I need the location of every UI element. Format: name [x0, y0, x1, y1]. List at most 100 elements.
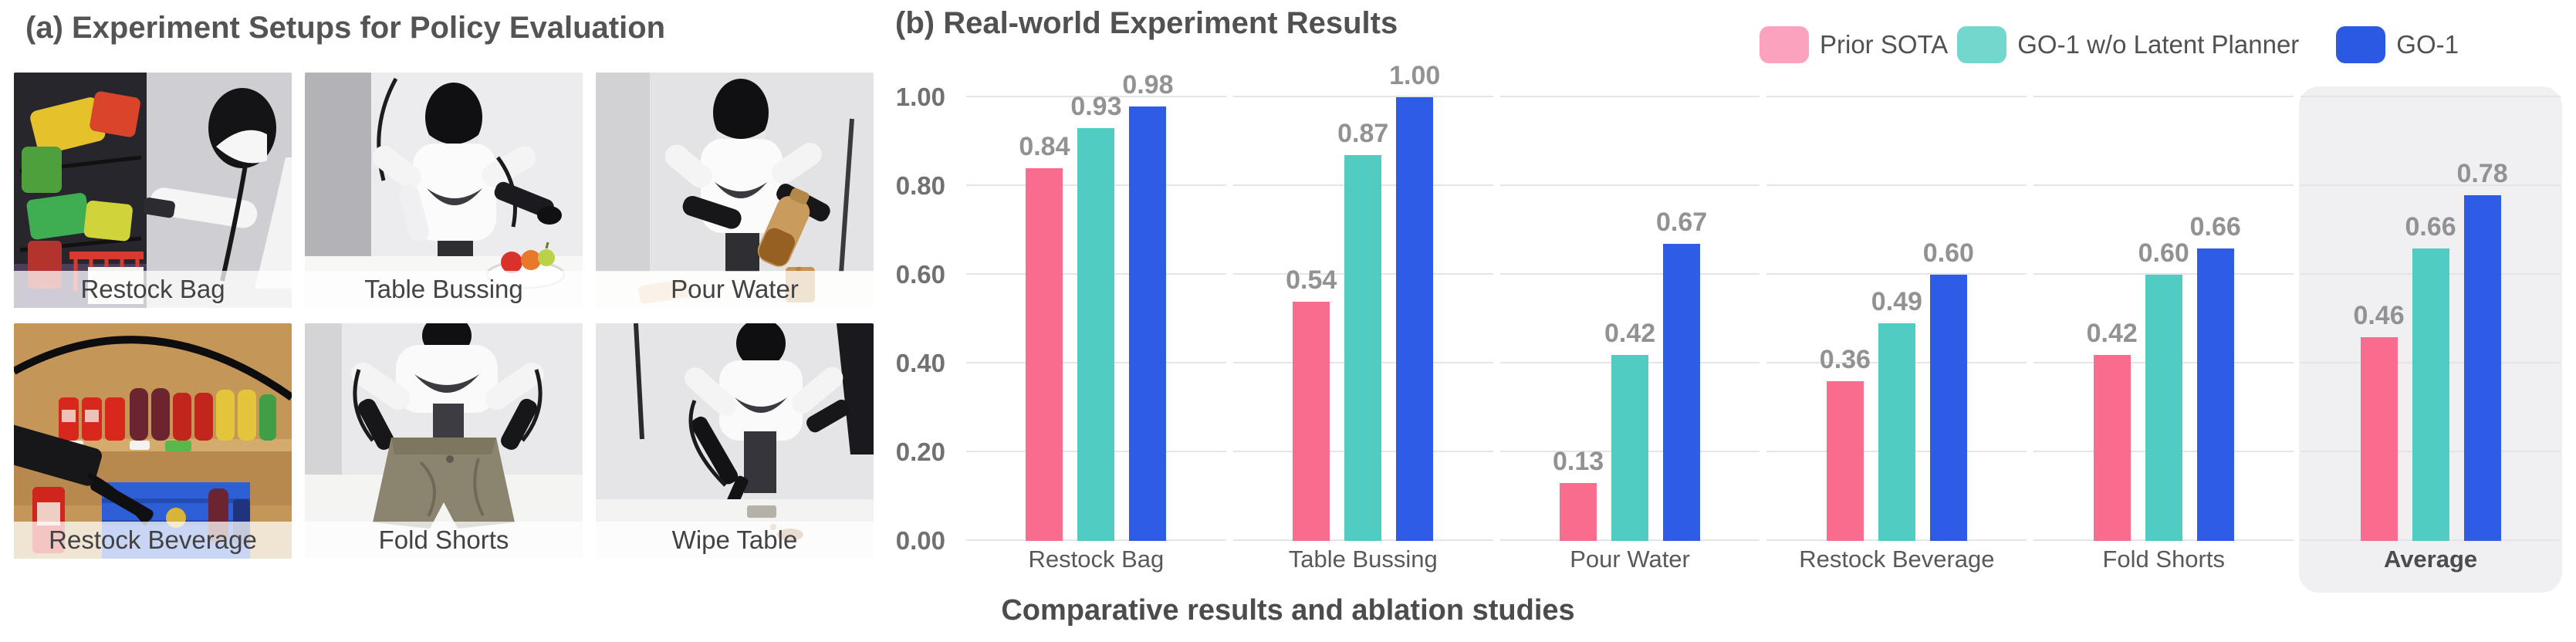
- bar-wrap-restock-beverage-prior-sota: 0.36: [1820, 345, 1871, 541]
- photo-label-table-bussing: Table Bussing: [305, 271, 583, 308]
- photo-label-fold-shorts: Fold Shorts: [305, 522, 583, 559]
- photo-table-bussing: Table Bussing: [305, 73, 583, 308]
- photo-restock-beverage: Restock Beverage: [14, 323, 292, 559]
- bar-average-go-1-w-o-latent-planner: [2412, 248, 2449, 541]
- bar-value-restock-bag-go-1-w-o-latent-planner: 0.93: [1070, 92, 1122, 122]
- legend-item-go-1-w-o-latent-planner: GO-1 w/o Latent Planner: [1957, 26, 2299, 63]
- category-label-fold-shorts: Fold Shorts: [2102, 546, 2225, 573]
- chart-panels: 0.84 0.93 0.98 Restock Bag 0.54 0.87 1.00 Table…: [966, 61, 2562, 593]
- bar-table-bussing-go-1: [1396, 97, 1434, 541]
- bar-wrap-pour-water-prior-sota: 0.13: [1553, 447, 1604, 541]
- bar-wrap-pour-water-go-1-w-o-latent-planner: 0.42: [1604, 319, 1655, 541]
- bar-group-pour-water: 0.13 0.42 0.67: [1553, 208, 1707, 541]
- bar-average-prior-sota: [2360, 336, 2398, 541]
- chart-legend: Prior SOTA GO-1 w/o Latent Planner GO-1: [1760, 26, 2459, 63]
- bar-wrap-table-bussing-go-1-w-o-latent-planner: 0.87: [1337, 119, 1388, 541]
- legend-label-go-1: GO-1: [2396, 30, 2459, 59]
- photo-restock-bag: Restock Bag: [14, 73, 292, 308]
- legend-swatch-prior-sota: [1760, 26, 1809, 63]
- bar-value-pour-water-go-1-w-o-latent-planner: 0.42: [1604, 318, 1656, 348]
- gridline: [2033, 273, 2294, 275]
- bar-wrap-average-go-1: 0.78: [2456, 159, 2508, 541]
- bar-value-pour-water-go-1: 0.67: [1655, 207, 1708, 237]
- bar-group-restock-beverage: 0.36 0.49 0.60: [1820, 238, 1974, 541]
- bar-group-average: 0.46 0.66 0.78: [2353, 159, 2508, 541]
- legend-item-prior-sota: Prior SOTA: [1760, 26, 1948, 63]
- bar-fold-shorts-go-1: [2196, 248, 2234, 541]
- bar-pour-water-go-1-w-o-latent-planner: [1611, 354, 1649, 541]
- chart-panel-restock-bag: 0.84 0.93 0.98 Restock Bag: [966, 70, 1226, 573]
- gridline: [1766, 273, 2027, 275]
- bar-wrap-restock-beverage-go-1-w-o-latent-planner: 0.49: [1871, 287, 1922, 541]
- bar-value-restock-bag-prior-sota: 0.84: [1019, 132, 1070, 161]
- bar-wrap-table-bussing-go-1: 1.00: [1389, 61, 1440, 541]
- y-tick-1.00: 1.00: [895, 83, 945, 111]
- gridline: [2300, 96, 2561, 97]
- legend-swatch-go-1-w-o-latent-planner: [1957, 26, 2007, 63]
- bar-value-pour-water-prior-sota: 0.13: [1552, 447, 1604, 477]
- bar-restock-bag-go-1-w-o-latent-planner: [1077, 128, 1115, 541]
- bar-value-table-bussing-prior-sota: 0.54: [1286, 265, 1337, 295]
- bar-value-average-prior-sota: 0.46: [2353, 300, 2405, 330]
- bar-value-fold-shorts-go-1-w-o-latent-planner: 0.60: [2138, 238, 2189, 268]
- photo-label-wipe-table: Wipe Table: [596, 522, 874, 559]
- figure-caption: Comparative results and ablation studies: [1001, 594, 1575, 627]
- category-label-table-bussing: Table Bussing: [1288, 546, 1438, 573]
- bar-wrap-restock-bag-go-1: 0.98: [1122, 70, 1174, 541]
- y-tick-0.20: 0.20: [895, 438, 945, 466]
- photo-grid: Restock Bag: [14, 73, 878, 559]
- bar-value-average-go-1: 0.78: [2456, 158, 2508, 188]
- category-label-average: Average: [2383, 546, 2478, 573]
- bar-value-fold-shorts-prior-sota: 0.42: [2086, 318, 2138, 348]
- bar-wrap-fold-shorts-go-1-w-o-latent-planner: 0.60: [2138, 238, 2189, 541]
- panel-b-title: (b) Real-world Experiment Results: [895, 6, 1398, 40]
- gridline: [2033, 184, 2294, 186]
- photo-label-pour-water: Pour Water: [596, 271, 874, 308]
- bar-value-average-go-1-w-o-latent-planner: 0.66: [2405, 211, 2456, 242]
- gridline: [1766, 184, 2027, 186]
- bar-wrap-table-bussing-prior-sota: 0.54: [1286, 265, 1337, 541]
- legend-item-go-1: GO-1: [2336, 26, 2459, 63]
- chart-panel-restock-beverage: 0.36 0.49 0.60 Restock Beverage: [1766, 80, 2027, 573]
- legend-label-go-1-w-o-latent-planner: GO-1 w/o Latent Planner: [2017, 30, 2300, 59]
- category-label-restock-bag: Restock Bag: [1028, 546, 1165, 573]
- y-axis: 1.00 0.80 0.60 0.40 0.20 0.00: [891, 80, 945, 555]
- bar-fold-shorts-go-1-w-o-latent-planner: [2145, 275, 2182, 541]
- bar-table-bussing-go-1-w-o-latent-planner: [1344, 154, 1382, 541]
- legend-swatch-go-1: [2336, 26, 2386, 63]
- bar-restock-bag-go-1: [1129, 106, 1167, 541]
- bar-value-fold-shorts-go-1: 0.66: [2189, 211, 2241, 242]
- category-label-restock-beverage: Restock Beverage: [1799, 546, 1995, 573]
- chart-panel-pour-water: 0.13 0.42 0.67 Pour Water: [1499, 80, 1760, 573]
- bar-fold-shorts-prior-sota: [2093, 354, 2131, 541]
- panel-a-title: (a) Experiment Setups for Policy Evaluat…: [25, 11, 666, 45]
- table-bussing-photo-illustration: [305, 73, 583, 308]
- bar-average-go-1: [2463, 194, 2501, 541]
- bar-group-table-bussing: 0.54 0.87 1.00: [1286, 61, 1440, 541]
- wipe-table-photo-illustration: [596, 323, 874, 559]
- fold-shorts-photo-illustration: [305, 323, 583, 559]
- bar-value-table-bussing-go-1-w-o-latent-planner: 0.87: [1337, 118, 1389, 148]
- bar-chart: 1.00 0.80 0.60 0.40 0.20 0.00 0.84 0.93 0.98 Res…: [891, 61, 2570, 620]
- bar-pour-water-go-1: [1663, 243, 1701, 541]
- bar-wrap-restock-bag-go-1-w-o-latent-planner: 0.93: [1070, 92, 1122, 541]
- bar-restock-beverage-go-1-w-o-latent-planner: [1878, 323, 1915, 541]
- bar-wrap-restock-beverage-go-1: 0.60: [1923, 238, 1974, 541]
- bar-restock-beverage-prior-sota: [1826, 381, 1864, 541]
- bar-wrap-fold-shorts-go-1: 0.66: [2190, 212, 2241, 541]
- chart-panel-fold-shorts: 0.42 0.60 0.66 Fold Shorts: [2033, 80, 2294, 573]
- legend-label-prior-sota: Prior SOTA: [1820, 30, 1949, 59]
- bar-group-restock-bag: 0.84 0.93 0.98: [1019, 70, 1174, 541]
- photo-fold-shorts: Fold Shorts: [305, 323, 583, 559]
- category-label-pour-water: Pour Water: [1570, 546, 1690, 573]
- bar-value-table-bussing-go-1: 1.00: [1389, 61, 1441, 90]
- bar-wrap-restock-bag-prior-sota: 0.84: [1019, 132, 1070, 541]
- bar-restock-beverage-go-1: [1929, 275, 1967, 541]
- chart-panel-average: 0.46 0.66 0.78 Average: [2299, 80, 2562, 593]
- gridline: [1232, 96, 1493, 97]
- bar-pour-water-prior-sota: [1560, 483, 1597, 541]
- y-tick-0.00: 0.00: [895, 526, 945, 555]
- gridline: [1499, 96, 1760, 97]
- gridline: [1499, 273, 1760, 275]
